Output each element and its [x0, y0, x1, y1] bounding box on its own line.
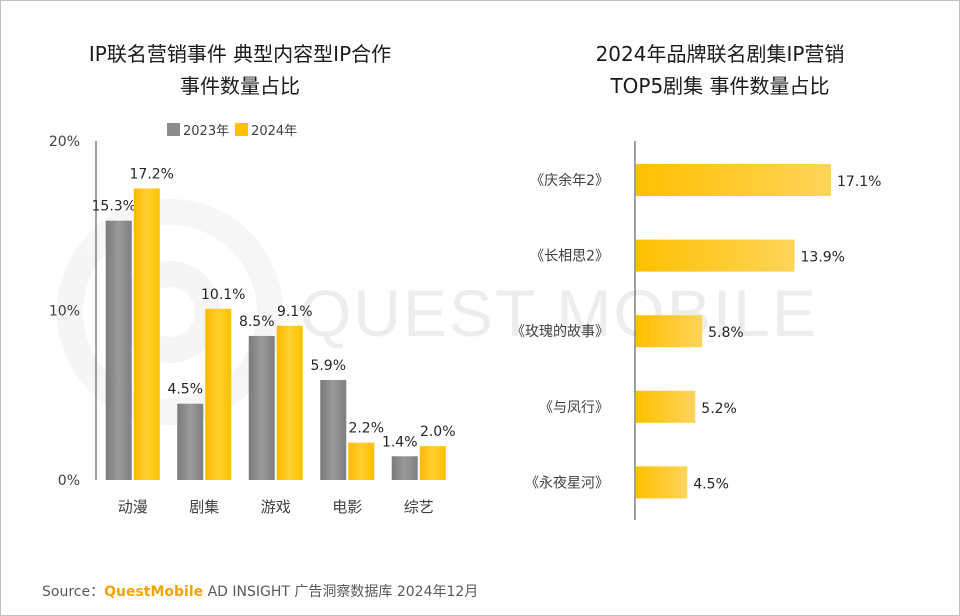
hbar-value-label: 13.9%	[801, 250, 845, 266]
right-title-line2: TOP5剧集 事件数量占比	[610, 74, 830, 98]
bar-2024	[348, 442, 375, 480]
legend-label-2023: 2023年	[183, 124, 230, 139]
bar-label-2024: 2.2%	[348, 421, 384, 437]
hbar-value-label: 17.1%	[837, 174, 881, 190]
left-y-tick-label: 0%	[58, 473, 80, 489]
right-title-line1: 2024年品牌联名剧集IP营销	[595, 42, 845, 66]
bar-label-2023: 4.5%	[167, 382, 203, 398]
hbar	[636, 390, 696, 423]
bar-2024	[133, 188, 160, 480]
bar-label-2024: 10.1%	[201, 287, 245, 303]
left-x-tick-label: 综艺	[404, 498, 434, 516]
legend-swatch-2023	[167, 123, 180, 136]
hbar-category-label: 《长相思2》	[530, 249, 609, 265]
watermark-logo-outer-icon	[57, 199, 283, 425]
bar-label-2024: 2.0%	[420, 424, 456, 440]
hbar	[636, 164, 831, 196]
bar-label-2023: 15.3%	[92, 199, 136, 215]
hbar	[636, 239, 795, 272]
bar-2024	[205, 308, 232, 480]
source-note: Source：QuestMobile AD INSIGHT 广告洞察数据库 20…	[42, 581, 478, 601]
hbar-category-label: 《庆余年2》	[530, 172, 609, 189]
bar-2023	[177, 403, 204, 480]
hbar-category-label: 《玫瑰的故事》	[511, 324, 609, 340]
bar-label-2023: 1.4%	[382, 434, 418, 450]
hbar-category-label: 《永夜星河》	[525, 475, 609, 491]
source-brand: QuestMobile	[104, 584, 204, 600]
bar-2023	[320, 379, 347, 480]
bar-2023	[105, 220, 132, 481]
source-suffix: AD INSIGHT 广告洞察数据库 2024年12月	[203, 584, 479, 600]
hbar-value-label: 5.8%	[708, 325, 744, 341]
bar-label-2023: 8.5%	[239, 314, 275, 330]
hbar-category-label: 《与凤行》	[539, 400, 609, 416]
watermark-text: QUEST MOBILE	[300, 276, 818, 350]
source-prefix: Source：	[42, 584, 105, 600]
left-x-tick-label: 电影	[332, 498, 362, 516]
bar-2024	[276, 325, 303, 480]
legend-label-2024: 2024年	[251, 124, 298, 139]
bar-2023	[248, 335, 275, 480]
legend-swatch-2024	[235, 123, 249, 136]
right-chart-title: 2024年品牌联名剧集IP营销 TOP5剧集 事件数量占比	[520, 38, 920, 102]
hbar	[636, 315, 703, 348]
left-x-tick-label: 动漫	[118, 498, 148, 516]
left-chart-title: IP联名营销事件 典型内容型IP合作 事件数量占比	[40, 38, 440, 102]
left-title-line2: 事件数量占比	[180, 74, 300, 98]
bar-2024	[419, 446, 446, 480]
left-y-tick-label: 20%	[49, 134, 80, 150]
bar-label-2024: 17.2%	[130, 166, 174, 182]
hbar-value-label: 4.5%	[693, 476, 729, 492]
left-x-tick-label: 剧集	[189, 498, 219, 516]
bar-label-2024: 9.1%	[277, 304, 313, 320]
legend: 2023年 2024年	[167, 120, 297, 139]
hbar	[636, 466, 688, 499]
left-title-line1: IP联名营销事件 典型内容型IP合作	[88, 42, 392, 66]
hbar-value-label: 5.2%	[701, 401, 737, 417]
left-x-tick-label: 游戏	[261, 498, 291, 516]
bar-label-2023: 5.9%	[310, 358, 346, 374]
bar-2023	[391, 456, 418, 480]
left-y-tick-label: 10%	[49, 304, 80, 320]
